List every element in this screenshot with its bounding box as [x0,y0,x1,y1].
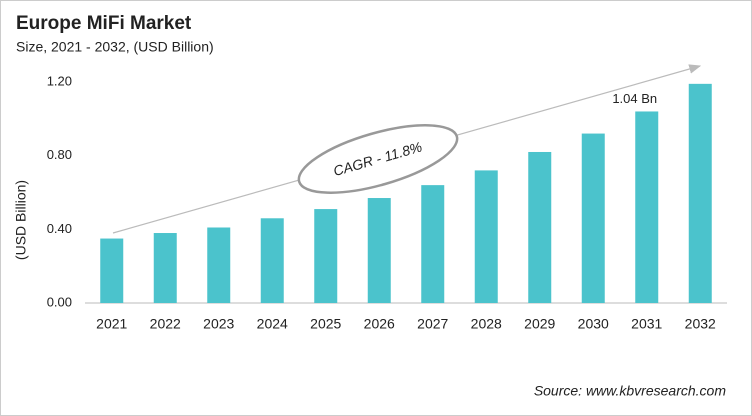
bar [635,111,659,303]
y-axis-label: (USD Billion) [13,180,29,260]
bar [421,185,445,303]
cagr-ellipse [297,124,459,194]
y-tick-label: 0.40 [47,221,72,236]
x-tick-label: 2022 [150,316,181,332]
bar [581,133,605,303]
bar [260,218,284,303]
x-tick-label: 2025 [310,316,341,332]
bar [688,83,712,303]
x-tick-label: 2024 [257,316,288,332]
bar [207,227,231,303]
source: Source: www.kbvresearch.com [534,383,727,399]
x-tick-label: 2021 [96,316,127,332]
x-tick-label: 2027 [417,316,448,332]
x-tick-label: 2031 [631,316,662,332]
bar [474,170,498,303]
bar [314,209,338,303]
x-tick-label: 2030 [578,316,609,332]
x-tick-label: 2026 [364,316,395,332]
x-tick-label: 2028 [471,316,502,332]
x-tick-label: 2032 [685,316,716,332]
y-tick-label: 0.00 [47,294,72,309]
data-label: 1.04 Bn [612,91,657,106]
x-tick-label: 2023 [203,316,234,332]
bar [153,233,177,303]
chart-subtitle: Size, 2021 - 2032, (USD Billion) [16,39,214,55]
bar [100,238,124,303]
y-tick-label: 0.80 [47,147,72,162]
bar [367,198,391,303]
y-tick-label: 1.20 [47,73,72,88]
x-tick-label: 2029 [524,316,555,332]
chart-title: Europe MiFi Market [16,13,192,34]
bar [528,151,552,303]
